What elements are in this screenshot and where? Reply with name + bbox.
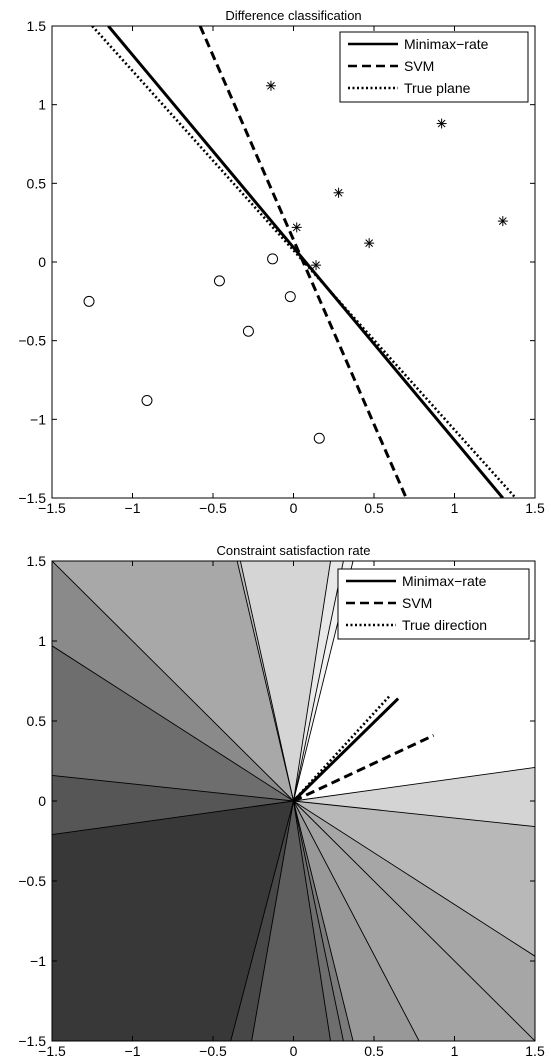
- legend-label: True plane: [404, 80, 471, 96]
- star-stroke: [292, 223, 301, 232]
- x-tick-label: −1: [125, 1043, 141, 1059]
- y-tick-label: 0.5: [27, 713, 47, 729]
- circle-point-5: [141, 394, 153, 406]
- y-tick-label: 1.5: [27, 553, 47, 569]
- sector-0: [293, 767, 535, 827]
- star-point-1: [436, 118, 447, 129]
- star-point-0: [265, 80, 276, 91]
- legend-label: Minimax−rate: [402, 573, 487, 589]
- x-tick-label: −0.5: [199, 1043, 227, 1059]
- sector-boundary-2: [293, 800, 535, 957]
- sector-boundary-10: [52, 800, 294, 836]
- y-tick-label: 0.5: [27, 175, 47, 191]
- x-tick-label: −1.5: [38, 500, 66, 516]
- chart-title: Difference classification: [225, 8, 361, 23]
- y-tick-label: −0.5: [18, 333, 46, 349]
- legend: Minimax−rate SVM True plane: [339, 31, 529, 103]
- legend-label: Minimax−rate: [404, 36, 489, 52]
- x-tick-label: 0: [290, 1043, 298, 1059]
- y-tick-label: −1.5: [18, 490, 46, 506]
- sector-15: [240, 561, 331, 801]
- star-point-5: [497, 216, 508, 227]
- star-point-3: [291, 222, 302, 233]
- x-tick-label: 1.5: [525, 1043, 545, 1059]
- legend-label: SVM: [404, 58, 434, 74]
- x-tick-label: 0: [290, 500, 298, 516]
- x-tick-label: 0.5: [364, 1043, 384, 1059]
- y-tick-label: 1.5: [27, 18, 47, 34]
- circle-point-4: [242, 325, 254, 337]
- circle-point-3: [284, 291, 296, 303]
- star-stroke: [267, 81, 275, 90]
- y-tick-label: −1.5: [18, 1033, 46, 1049]
- x-tick-label: 1: [451, 1043, 459, 1059]
- series-line-dotted: [91, 26, 517, 498]
- chart-title: Constraint satisfaction rate: [217, 543, 371, 558]
- circle-point-0: [83, 295, 95, 307]
- legend-label: SVM: [402, 595, 432, 611]
- series-lines: [91, 26, 517, 498]
- series-line-dashed: [292, 734, 435, 803]
- star-point-6: [311, 260, 322, 271]
- series-line-dotted: [292, 694, 392, 802]
- star-point-4: [364, 238, 375, 249]
- x-tick-label: 1: [451, 500, 459, 516]
- sector-boundary-8: [251, 800, 294, 1041]
- legend: Minimax−rate SVM True direction: [337, 568, 530, 640]
- star-point-2: [333, 187, 344, 198]
- x-tick-label: −1.5: [38, 1043, 66, 1059]
- sector-boundary-13: [52, 561, 294, 802]
- sector-boundary-9: [230, 800, 294, 1041]
- sector-boundary-12: [52, 645, 294, 802]
- star-stroke: [334, 188, 343, 197]
- sector-9: [52, 801, 294, 1041]
- x-tick-label: −1: [125, 500, 141, 516]
- sector-boundary-17: [293, 561, 344, 802]
- x-tick-label: 1.5: [525, 500, 545, 516]
- sector-boundary-7: [293, 800, 331, 1041]
- sector-boundary-0: [293, 766, 535, 802]
- sector-boundary-6: [293, 800, 344, 1041]
- y-tick-label: −1: [30, 953, 46, 969]
- sector-10: [52, 775, 294, 835]
- plot-area: [52, 26, 535, 498]
- y-tick-label: 1: [38, 97, 46, 113]
- sector-boundary-15: [239, 561, 294, 802]
- sector-boundary-3: [293, 800, 535, 1041]
- y-tick-label: −0.5: [18, 873, 46, 889]
- y-tick-label: −1: [30, 411, 46, 427]
- x-tick-label: 0.5: [364, 500, 384, 516]
- circle-point-2: [267, 253, 279, 265]
- sector-boundary-5: [293, 800, 354, 1041]
- series-line-solid: [107, 26, 504, 498]
- star-stroke: [312, 261, 320, 270]
- legend-label: True direction: [402, 617, 487, 633]
- sector-boundary-14: [236, 561, 294, 802]
- y-tick-label: 1: [38, 633, 46, 649]
- circle-point-1: [213, 275, 225, 287]
- difference-classification-chart: −1.5 −1 −0.5 0 0.5 1 1.5 −1.5 −1 −0.5 0 0.5 1 1.5 Diff…: [18, 8, 545, 516]
- constraint-satisfaction-chart: −1.5 −1 −0.5 0 0.5 1 1.5 −1.5 −1 −0.5 0 0.5 1 1.5 Cons…: [18, 543, 545, 1059]
- series-lines: [292, 694, 435, 803]
- sector-boundary-1: [293, 800, 535, 828]
- series-line-solid: [292, 697, 400, 803]
- circle-point-6: [313, 432, 325, 444]
- sector-boundary-11: [52, 774, 294, 802]
- sector-7: [251, 801, 331, 1041]
- y-tick-label: 0: [38, 254, 46, 270]
- y-tick-label: 0: [38, 793, 46, 809]
- sector-boundary-4: [293, 800, 420, 1041]
- sector-boundary-16: [293, 561, 331, 802]
- x-tick-label: −0.5: [199, 500, 227, 516]
- star-stroke: [437, 119, 446, 128]
- star-stroke: [365, 239, 374, 248]
- star-stroke: [498, 217, 507, 225]
